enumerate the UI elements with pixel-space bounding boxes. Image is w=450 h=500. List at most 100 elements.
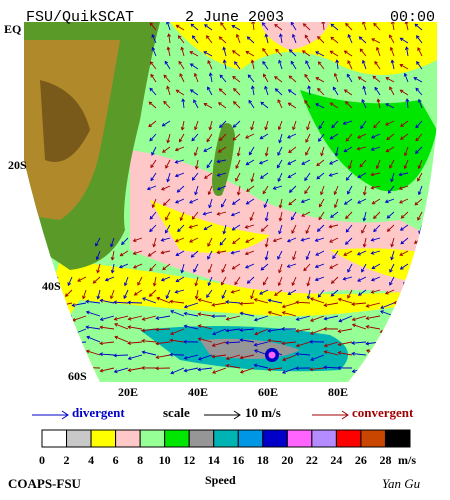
- wind-arrow: [345, 237, 353, 245]
- wind-arrow-head: [203, 102, 208, 107]
- wind-arrow: [231, 289, 241, 293]
- wind-arrow-head: [389, 34, 393, 39]
- wind-arrow: [191, 133, 199, 142]
- colorbar-tick-label: 26: [355, 453, 367, 467]
- wind-arrow: [86, 300, 101, 304]
- wind-arrow-head: [178, 60, 183, 65]
- wind-arrow: [415, 276, 423, 284]
- wind-arrow: [371, 276, 381, 281]
- wind-arrow-head: [222, 46, 227, 51]
- wind-arrow: [231, 211, 241, 216]
- wind-arrow-head: [351, 369, 356, 373]
- wind-arrow: [334, 198, 339, 208]
- wind-arrow-head: [272, 238, 277, 243]
- wind-arrow: [331, 276, 339, 284]
- wind-arrow: [404, 159, 409, 169]
- lat-label: EQ: [4, 22, 21, 36]
- wind-arrow-head: [253, 298, 258, 302]
- wind-arrow-head: [235, 165, 239, 169]
- wind-arrow-head: [272, 186, 277, 190]
- wind-arrow-head: [239, 338, 244, 343]
- wind-arrow-head: [317, 61, 322, 65]
- wind-arrow-head: [183, 324, 188, 329]
- wind-arrow: [363, 237, 367, 247]
- wind-arrow-head: [370, 185, 375, 190]
- colorbar-tick-label: 8: [137, 453, 143, 467]
- wind-arrow-head: [404, 46, 409, 51]
- wind-arrow-head: [189, 200, 193, 204]
- wind-arrow: [133, 237, 143, 242]
- wind-arrow-head: [225, 363, 230, 368]
- wind-arrow-head: [342, 121, 347, 125]
- wind-arrow: [240, 312, 255, 317]
- wind-arrow: [277, 146, 283, 156]
- wind-arrow: [310, 298, 325, 304]
- wind-arrow: [254, 341, 269, 346]
- wind-arrow-head: [170, 310, 174, 314]
- wind-arrow-head: [234, 61, 238, 65]
- wind-arrow-head: [132, 238, 137, 242]
- wind-arrow: [217, 185, 227, 190]
- wind-arrow-head: [71, 341, 75, 345]
- wind-arrow-head: [331, 124, 335, 129]
- wind-arrow: [100, 315, 115, 321]
- wind-arrow-head: [43, 354, 47, 359]
- wind-arrow: [372, 75, 381, 83]
- wind-arrow-head: [317, 35, 321, 40]
- wind-arrow-head: [127, 368, 132, 372]
- wind-arrow-head: [160, 250, 165, 255]
- color-swatch: [237, 429, 264, 448]
- wind-arrow: [153, 237, 157, 247]
- wind-arrow: [324, 302, 339, 306]
- wind-arrow: [176, 276, 185, 282]
- wind-arrow: [206, 289, 213, 298]
- wind-arrow-head: [175, 24, 180, 29]
- wind-arrow: [343, 276, 353, 280]
- wind-arrow-head: [329, 161, 333, 165]
- wind-arrow-head: [121, 241, 125, 246]
- wind-arrow: [260, 133, 269, 140]
- wind-arrow-head: [219, 74, 224, 79]
- wind-arrow: [310, 328, 325, 335]
- wind-arrow-head: [357, 76, 362, 80]
- wind-arrow-head: [400, 136, 404, 140]
- wind-arrow: [318, 120, 325, 129]
- wind-arrow-head: [300, 199, 305, 204]
- wind-arrow-head: [250, 295, 254, 300]
- wind-arrow-head: [141, 366, 145, 370]
- wind-arrow-head: [261, 22, 266, 26]
- wind-arrow: [219, 88, 227, 96]
- wind-arrow: [408, 352, 423, 356]
- wind-arrow: [418, 185, 423, 195]
- wind-arrow-head: [165, 216, 169, 221]
- wind-arrow: [248, 146, 255, 155]
- wind-arrow-head: [176, 189, 181, 193]
- wind-arrow-head: [206, 164, 211, 169]
- wind-arrow-head: [416, 35, 420, 39]
- wind-arrow: [223, 60, 227, 70]
- wind-arrow-head: [160, 186, 165, 191]
- wind-arrow-head: [250, 178, 255, 183]
- wind-arrow: [226, 328, 241, 332]
- wind-arrow: [198, 313, 213, 317]
- wind-arrow: [152, 47, 157, 57]
- wind-arrow: [399, 185, 409, 190]
- wind-arrow: [276, 159, 283, 168]
- wind-arrow-head: [290, 216, 295, 221]
- wind-arrow: [254, 298, 269, 304]
- wind-arrow: [72, 302, 87, 307]
- wind-arrow-head: [151, 33, 156, 38]
- color-swatch: [335, 429, 362, 448]
- wind-arrow-head: [415, 137, 420, 142]
- wind-arrow-head: [262, 60, 266, 65]
- wind-arrow: [415, 120, 423, 128]
- wind-arrow-head: [264, 85, 268, 90]
- wind-arrow-head: [262, 190, 267, 195]
- colorbar-unit: m/s: [398, 453, 416, 467]
- wind-arrow: [318, 211, 325, 220]
- wind-arrow: [233, 120, 241, 128]
- wind-arrow-head: [281, 304, 286, 309]
- wind-arrow: [232, 50, 241, 57]
- wind-arrow-head: [287, 161, 292, 165]
- wind-arrow-head: [295, 352, 299, 356]
